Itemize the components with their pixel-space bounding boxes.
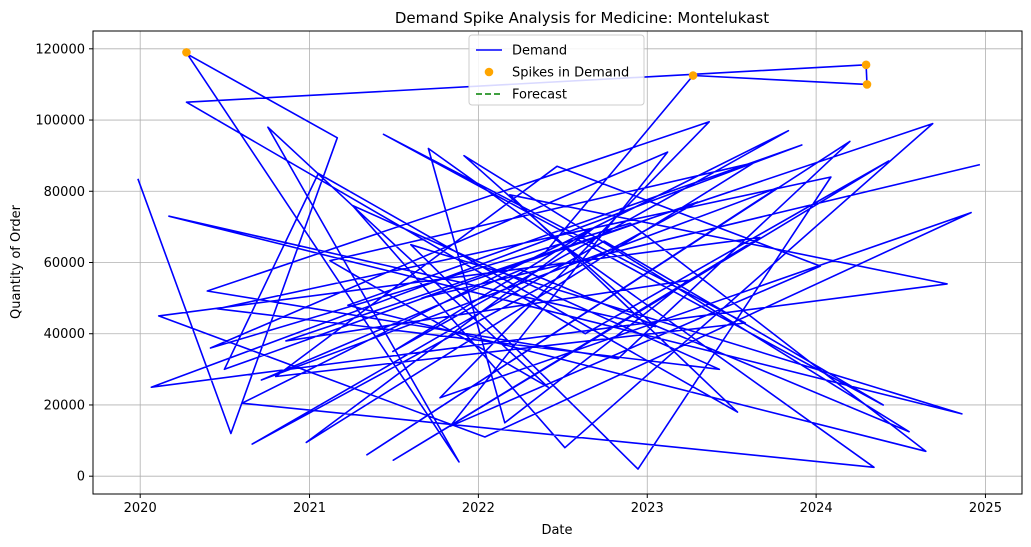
spike-point	[861, 60, 871, 70]
legend-box	[468, 34, 645, 106]
y-tick-label: 80000	[44, 185, 85, 200]
x-tick-label: 2025	[969, 501, 1002, 516]
y-axis: 0 20000 40000 60000 80000 100000 120000	[35, 42, 93, 485]
x-tick-label: 2021	[293, 501, 326, 516]
legend-label: Spikes in Demand	[512, 66, 629, 81]
legend-label: Forecast	[512, 88, 567, 103]
x-tick-label: 2022	[462, 501, 495, 516]
y-tick-label: 40000	[44, 327, 85, 342]
x-tick-label: 2020	[124, 501, 157, 516]
demand-line	[137, 53, 981, 470]
x-axis: 2020 2021 2022 2023 2024 2025	[124, 494, 1002, 516]
spike-point	[182, 48, 191, 57]
legend-marker-spikes	[484, 67, 494, 77]
y-tick-label: 0	[77, 470, 85, 485]
data-layer	[137, 48, 981, 470]
x-axis-label: Date	[541, 523, 572, 538]
y-axis-label: Quantity of Order	[9, 204, 24, 319]
y-tick-label: 120000	[35, 42, 85, 57]
legend: Demand Spikes in Demand Forecast	[468, 34, 645, 106]
x-tick-label: 2023	[631, 501, 664, 516]
y-tick-label: 60000	[44, 256, 85, 271]
chart-title: Demand Spike Analysis for Medicine: Mont…	[395, 9, 769, 27]
y-tick-label: 100000	[35, 114, 85, 129]
spike-point	[688, 71, 698, 80]
x-tick-label: 2024	[800, 501, 833, 516]
spike-point	[862, 80, 872, 89]
legend-label: Demand	[512, 44, 567, 59]
y-tick-label: 20000	[44, 398, 85, 413]
